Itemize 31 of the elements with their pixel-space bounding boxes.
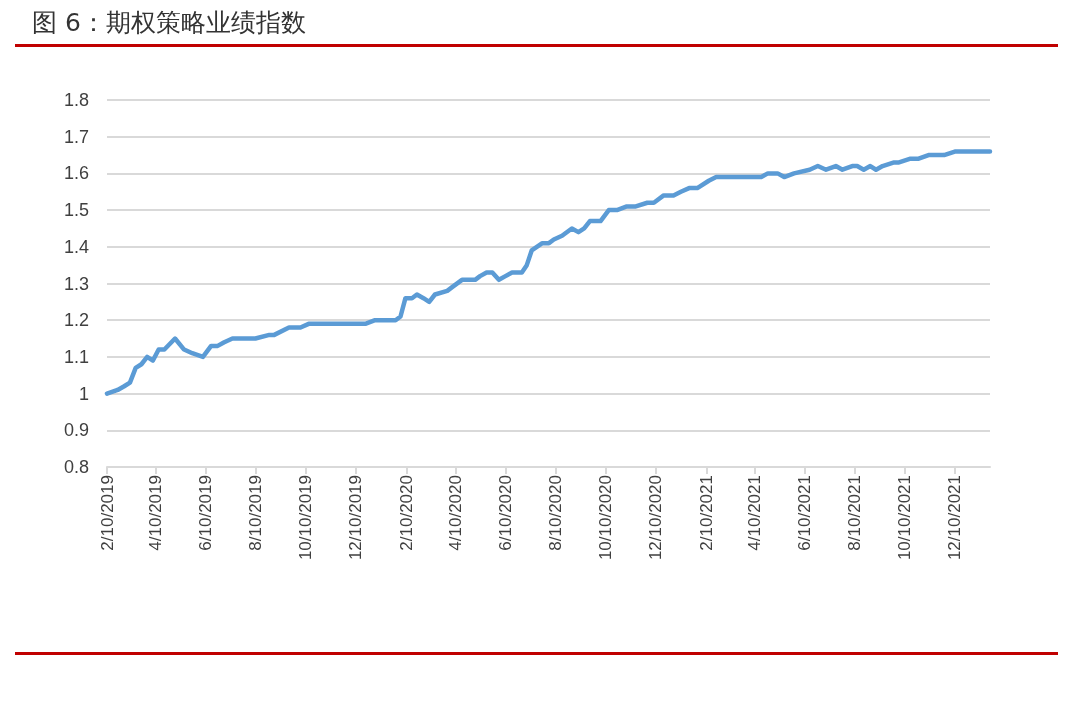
x-tick-label: 4/10/2021: [745, 475, 765, 551]
x-tick-label: 6/10/2019: [195, 475, 215, 551]
y-tick-label: 1.6: [63, 163, 89, 184]
x-tick-label: 10/10/2021: [895, 475, 915, 561]
y-tick-label: 1.2: [63, 310, 89, 331]
x-tick-label: 4/10/2020: [445, 475, 465, 551]
line-series: [104, 149, 993, 396]
x-tick-label: 2/10/2020: [396, 475, 416, 551]
x-tick-label: 6/10/2021: [795, 475, 815, 551]
x-tick-label: 10/10/2020: [595, 475, 615, 561]
x-tick-label: 4/10/2019: [145, 475, 165, 551]
y-tick-label: 1.4: [63, 236, 89, 257]
y-tick-label: 1.3: [63, 273, 89, 294]
y-tick-label: 1: [78, 383, 89, 404]
x-tick-label: 12/10/2021: [945, 475, 965, 561]
x-tick-label: 8/10/2020: [545, 475, 565, 551]
x-tick-label: 12/10/2019: [345, 475, 365, 561]
y-tick-label: 1.1: [63, 346, 89, 367]
y-tick-label: 1.5: [63, 200, 89, 221]
x-tick-label: 10/10/2019: [295, 475, 315, 561]
y-tick-label: 0.8: [63, 457, 89, 477]
y-tick-label: 0.9: [63, 420, 89, 441]
x-tick-label: 12/10/2020: [645, 475, 665, 561]
x-tick-label: 2/10/2021: [696, 475, 716, 551]
x-tick-label: 2/10/2019: [97, 475, 117, 551]
chart-title: 图 6：期权策略业绩指数: [32, 7, 306, 39]
x-tick-label: 8/10/2021: [845, 475, 865, 551]
y-tick-label: 1.8: [63, 90, 89, 110]
y-tick-label: 1.7: [63, 126, 89, 147]
x-tick-label: 8/10/2019: [245, 475, 265, 551]
x-tick-label: 6/10/2020: [495, 475, 515, 551]
